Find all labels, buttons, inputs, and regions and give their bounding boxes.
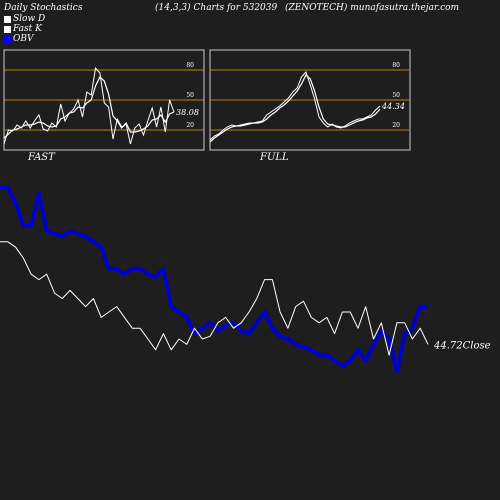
legend-label-slow-d: Slow D xyxy=(13,14,46,24)
legend-item-fast-k: Fast K xyxy=(4,24,42,34)
legend-swatch-obv xyxy=(4,35,11,43)
main-series-close xyxy=(0,241,429,356)
legend-label-obv: OBV xyxy=(13,34,34,44)
full-panel-tick-label-50: 50 xyxy=(392,92,400,99)
fast-panel-series-fast-k xyxy=(3,66,175,145)
fast-panel-tick-label-20: 20 xyxy=(186,122,194,129)
full-panel-value-label: 44.34 xyxy=(381,102,405,111)
legend-label-fast-k: Fast K xyxy=(13,24,42,34)
fast-panel-tick-label-50: 50 xyxy=(186,92,194,99)
full-panel-series-slow-d xyxy=(209,74,381,143)
full-panel-tick-label-80: 80 xyxy=(392,62,400,69)
legend-item-obv: OBV xyxy=(4,34,34,44)
full-panel-tick-label-20: 20 xyxy=(392,122,400,129)
main-series-obv xyxy=(0,185,428,374)
fast-panel-tick-label-80: 80 xyxy=(186,62,194,69)
fast-panel-value-label: 38.08 xyxy=(176,108,199,117)
legend-item-slow-d: Slow D xyxy=(4,14,45,24)
fast-panel-title: FAST xyxy=(28,152,55,163)
legend-swatch-fast-k xyxy=(4,25,11,33)
close-value-label: 44.72Close xyxy=(433,340,491,351)
site-label: (ZENOTECH) munafasutra.thejar.com xyxy=(285,3,460,13)
chart-title: Daily Stochastics xyxy=(4,3,83,13)
legend-swatch-slow-d xyxy=(4,15,11,23)
fast-panel-series-slow-d xyxy=(3,76,175,139)
chart-params: (14,3,3) Charts for 532039 xyxy=(155,3,278,13)
full-panel-title: FULL xyxy=(260,152,289,163)
